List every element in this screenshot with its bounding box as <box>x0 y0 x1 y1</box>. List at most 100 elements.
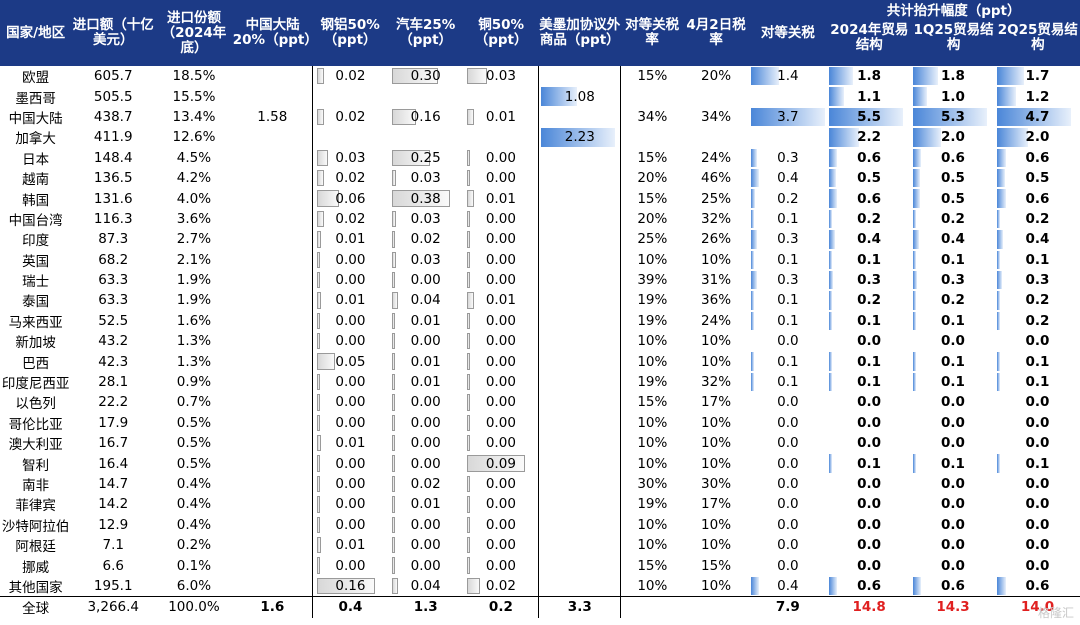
cell-text-rate: 10% <box>637 537 668 554</box>
cell-text-apr: 32% <box>701 374 732 391</box>
cell-text-steel: 0.03 <box>335 149 366 166</box>
bar-steel <box>316 231 321 248</box>
cell-text-t24: 0.3 <box>857 272 882 289</box>
cell-text-share: 0.5% <box>176 455 212 472</box>
bar-steel <box>316 149 328 166</box>
bar-copper <box>467 231 471 248</box>
cell-text-rate: 15% <box>637 557 668 574</box>
cell-text-q1: 14.3 <box>936 599 970 616</box>
cell-text-t24: 0.0 <box>857 394 882 411</box>
cell-copper: 0.00 <box>463 534 540 556</box>
cell-recip <box>749 127 828 147</box>
bar-q1 <box>913 67 939 86</box>
cell-usmca: 1.08 <box>538 86 622 107</box>
cell-recip: 0.0 <box>749 555 828 575</box>
cell-text-q1: 2.0 <box>941 129 965 146</box>
bar-copper <box>467 333 471 350</box>
cell-copper: 0.01 <box>463 106 540 128</box>
cell-apr: 24% <box>684 311 749 331</box>
cell-recip: 7.9 <box>748 596 828 618</box>
cell-text-share: 0.2% <box>176 537 212 554</box>
bar-auto <box>391 108 417 126</box>
cell-text-name: 以色列 <box>15 396 56 413</box>
cell-copper: 0.2 <box>463 596 540 618</box>
cell-text-recip: 0.4 <box>777 577 799 594</box>
cell-text-t24: 0.6 <box>857 149 882 166</box>
cell-auto <box>388 127 463 147</box>
cell-text-rate: 20% <box>637 170 668 187</box>
cell-text-import: 42.3 <box>98 353 129 370</box>
cell-usmca <box>538 188 622 209</box>
bar-steel <box>316 333 320 350</box>
cell-usmca <box>538 494 622 515</box>
bar-copper <box>467 577 481 595</box>
cell-text-recip: 0.4 <box>777 170 799 187</box>
cell-auto: 0.00 <box>388 392 463 412</box>
cell-name: 新加坡 <box>0 331 71 351</box>
cell-share: 1.3% <box>155 351 233 371</box>
bar-copper <box>467 251 471 268</box>
cell-china <box>233 555 313 575</box>
cell-text-t24: 0.0 <box>857 435 882 452</box>
bar-t24 <box>829 576 838 596</box>
cell-auto: 0.03 <box>388 250 463 270</box>
cell-text-apr: 15% <box>701 557 732 574</box>
cell-steel: 0.01 <box>311 534 388 556</box>
cell-apr: 10% <box>684 250 749 270</box>
cell-text-share: 3.6% <box>176 210 212 227</box>
cell-text-auto: 0.00 <box>410 414 441 431</box>
cell-text-copper: 0.00 <box>485 210 516 227</box>
cell-text-name: 英国 <box>22 253 50 270</box>
cell-text-apr: 10% <box>701 537 732 554</box>
cell-text-t24: 0.2 <box>857 292 882 309</box>
cell-usmca <box>538 555 622 576</box>
cell-text-auto: 0.00 <box>410 394 441 411</box>
cell-text-share: 0.4% <box>176 496 212 513</box>
total-group-title: 共计抬升幅度（ppt） <box>886 3 1021 19</box>
cell-text-copper: 0.00 <box>485 170 516 187</box>
bar-copper <box>467 210 471 228</box>
cell-steel: 0.00 <box>311 453 388 474</box>
cell-q2: 1.2 <box>995 86 1080 106</box>
cell-text-q1: 0.6 <box>941 577 965 594</box>
cell-text-q1: 0.5 <box>941 170 965 187</box>
cell-text-apr: 20% <box>701 68 732 85</box>
bar-t24 <box>829 250 833 269</box>
cell-steel: 0.00 <box>311 310 388 332</box>
cell-name: 智利 <box>0 453 71 474</box>
cell-text-recip: 0.0 <box>777 516 799 533</box>
cell-t24: 0.6 <box>827 576 911 597</box>
cell-text-share: 18.5% <box>172 68 216 85</box>
bar-t24 <box>829 230 835 249</box>
cell-text-recip: 0.3 <box>777 149 799 166</box>
cell-text-t24: 0.0 <box>857 476 882 492</box>
table-row: 加拿大 411.9 12.6% 2.23 2.2 2.0 2.0 <box>0 127 1080 148</box>
cell-usmca <box>538 534 622 556</box>
cell-rate: 10% <box>621 433 684 453</box>
cell-text-t24: 0.0 <box>857 516 882 533</box>
cell-text-steel: 0.02 <box>335 108 366 125</box>
cell-text-rate: 10% <box>637 455 668 472</box>
cell-apr: 34% <box>684 107 749 127</box>
cell-text-steel: 0.01 <box>335 292 366 309</box>
bar-auto <box>391 251 397 268</box>
cell-recip: 0.0 <box>749 474 828 494</box>
cell-name: 欧盟 <box>0 66 71 86</box>
bar-auto <box>391 536 395 554</box>
cell-t24: 0.5 <box>827 168 911 188</box>
cell-text-apr: 10% <box>701 577 732 594</box>
bar-t24 <box>829 209 833 229</box>
bar-q2 <box>996 311 1001 331</box>
cell-text-import: 63.3 <box>98 292 129 309</box>
cell-name: 瑞士 <box>0 270 71 290</box>
cell-text-steel: 0.02 <box>335 170 366 187</box>
bar-t24 <box>829 311 833 331</box>
cell-q2: 0.2 <box>995 209 1080 229</box>
cell-auto: 0.00 <box>388 515 463 535</box>
cell-text-copper: 0.01 <box>485 190 516 207</box>
cell-auto: 0.01 <box>388 311 463 331</box>
bar-auto <box>391 414 395 432</box>
cell-text-steel: 0.16 <box>335 577 366 594</box>
bar-copper <box>467 271 471 289</box>
cell-china <box>233 168 313 188</box>
